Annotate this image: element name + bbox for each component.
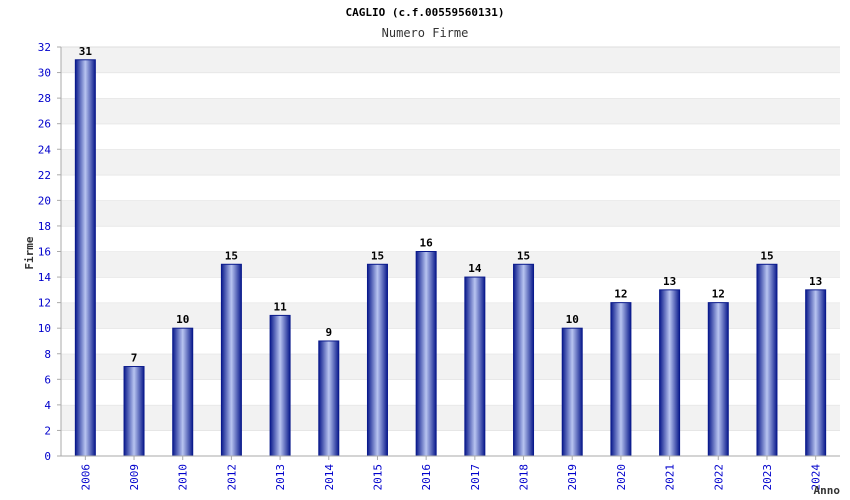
y-tick-label: 22 bbox=[38, 169, 51, 182]
x-tick-label: 2022 bbox=[712, 464, 725, 491]
x-tick-label: 2014 bbox=[323, 464, 336, 491]
bar-value-label: 15 bbox=[517, 249, 530, 262]
y-tick-label: 18 bbox=[38, 220, 51, 233]
x-tick-label: 2017 bbox=[469, 464, 482, 491]
x-tick-label: 2009 bbox=[128, 464, 141, 491]
bar-value-label: 31 bbox=[79, 45, 93, 58]
bar bbox=[659, 289, 681, 457]
bar-value-label: 10 bbox=[176, 313, 189, 326]
y-tick-label: 28 bbox=[38, 92, 51, 105]
y-tick-label: 32 bbox=[38, 41, 51, 54]
bar bbox=[464, 276, 486, 457]
chart-subtitle: Numero Firme bbox=[382, 26, 469, 40]
y-axis-label: Firme bbox=[23, 236, 36, 269]
y-tick-label: 12 bbox=[38, 297, 51, 310]
bar bbox=[707, 302, 729, 457]
bar-value-label: 10 bbox=[566, 313, 579, 326]
bar bbox=[74, 59, 96, 457]
y-tick-label: 0 bbox=[44, 450, 51, 463]
x-tick-label: 2012 bbox=[225, 464, 238, 491]
grid-band bbox=[61, 225, 840, 252]
bar bbox=[805, 289, 827, 457]
bar bbox=[513, 263, 535, 457]
bar-value-label: 11 bbox=[273, 300, 287, 313]
x-tick-label: 2015 bbox=[371, 464, 384, 491]
x-tick-label: 2018 bbox=[518, 464, 531, 491]
grid-band bbox=[61, 98, 840, 124]
y-tick-label: 24 bbox=[38, 143, 52, 156]
y-tick-label: 26 bbox=[38, 118, 51, 131]
grid-band bbox=[61, 149, 840, 175]
bar-value-label: 15 bbox=[760, 249, 773, 262]
bar-value-label: 9 bbox=[325, 326, 332, 339]
x-tick-label: 2016 bbox=[420, 464, 433, 491]
bar bbox=[366, 263, 388, 457]
y-tick-label: 4 bbox=[44, 399, 51, 412]
y-tick-label: 30 bbox=[38, 67, 51, 80]
chart-title: CAGLIO (c.f.00559560131) bbox=[346, 6, 505, 19]
bar bbox=[123, 366, 145, 457]
grid-band bbox=[61, 200, 840, 226]
x-axis-ticks: 2006 2009 2010 2012 2013 2014 2015 2016 2017 2018… bbox=[79, 456, 823, 491]
x-tick-label: 2021 bbox=[664, 464, 677, 491]
bar bbox=[756, 263, 778, 457]
x-tick-label: 2006 bbox=[79, 464, 92, 491]
bar bbox=[561, 327, 583, 457]
x-tick-label: 2024 bbox=[810, 464, 823, 491]
bar-value-label: 16 bbox=[420, 237, 434, 250]
x-tick-label: 2013 bbox=[274, 464, 287, 491]
y-tick-label: 2 bbox=[44, 424, 51, 437]
x-tick-label: 2020 bbox=[615, 464, 628, 491]
x-tick-label: 2023 bbox=[761, 464, 774, 491]
bar-value-label: 13 bbox=[663, 275, 676, 288]
bar-value-label: 12 bbox=[712, 288, 725, 301]
y-tick-label: 8 bbox=[44, 348, 51, 361]
bar bbox=[318, 340, 340, 457]
y-tick-label: 16 bbox=[38, 246, 51, 259]
grid-band bbox=[61, 47, 840, 73]
y-tick-label: 6 bbox=[44, 373, 51, 386]
grid-band bbox=[61, 251, 840, 278]
x-tick-label: 2019 bbox=[566, 464, 579, 491]
bar-value-label: 15 bbox=[371, 249, 384, 262]
bar-value-label: 14 bbox=[468, 262, 482, 275]
bar bbox=[610, 302, 632, 457]
y-tick-label: 14 bbox=[38, 271, 52, 284]
y-tick-label: 20 bbox=[38, 194, 51, 207]
bar-value-label: 12 bbox=[614, 288, 627, 301]
x-axis-label: Anno bbox=[814, 484, 841, 497]
grid-band bbox=[61, 72, 840, 99]
bar-value-label: 13 bbox=[809, 275, 822, 288]
grid-band bbox=[61, 174, 840, 201]
bar bbox=[220, 263, 242, 457]
grid-band bbox=[61, 277, 840, 303]
bar-value-label: 7 bbox=[131, 352, 138, 365]
bar-value-label: 15 bbox=[225, 249, 238, 262]
grid-band bbox=[61, 123, 840, 150]
y-tick-label: 10 bbox=[38, 322, 51, 335]
x-tick-label: 2010 bbox=[177, 464, 190, 491]
bar bbox=[415, 251, 437, 457]
bar bbox=[172, 327, 194, 457]
bar bbox=[269, 314, 291, 457]
